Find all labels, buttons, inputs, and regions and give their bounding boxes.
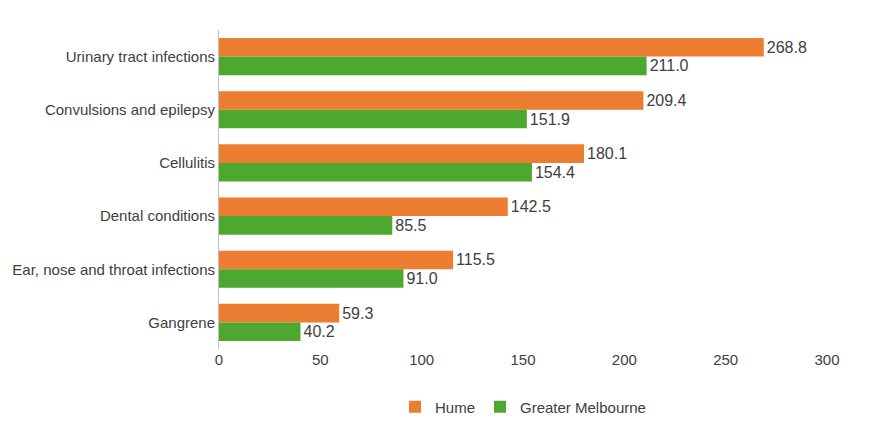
svg-text:250: 250 [713,351,738,368]
svg-text:115.5: 115.5 [456,251,495,268]
svg-text:211.0: 211.0 [650,57,689,74]
svg-text:59.3: 59.3 [342,305,373,322]
svg-text:Hume: Hume [435,399,475,416]
svg-text:151.9: 151.9 [530,111,570,128]
svg-text:150: 150 [510,351,535,368]
svg-text:154.4: 154.4 [535,164,575,181]
svg-text:200: 200 [612,351,637,368]
svg-text:50: 50 [312,351,329,368]
svg-text:Greater Melbourne: Greater Melbourne [520,399,646,416]
svg-text:Cellulitis: Cellulitis [159,154,215,171]
svg-text:0: 0 [215,351,223,368]
svg-text:Dental conditions: Dental conditions [100,207,215,224]
svg-text:142.5: 142.5 [511,198,551,215]
svg-text:209.4: 209.4 [646,92,686,109]
svg-text:Ear, nose and throat infection: Ear, nose and throat infections [12,261,215,278]
svg-text:Urinary tract infections: Urinary tract infections [66,48,215,65]
svg-text:100: 100 [409,351,434,368]
svg-text:268.8: 268.8 [767,39,807,56]
svg-text:85.5: 85.5 [395,217,426,234]
svg-text:40.2: 40.2 [303,323,334,340]
svg-text:Gangrene: Gangrene [148,314,215,331]
svg-text:Convulsions and epilepsy: Convulsions and epilepsy [45,101,216,118]
svg-text:300: 300 [814,351,839,368]
svg-text:180.1: 180.1 [587,145,627,162]
svg-text:91.0: 91.0 [406,270,437,287]
